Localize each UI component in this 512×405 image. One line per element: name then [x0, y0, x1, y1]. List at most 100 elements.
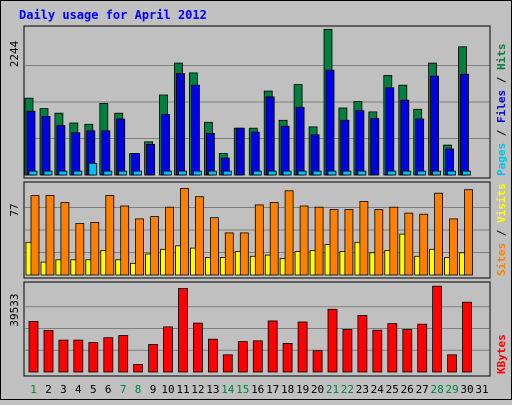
bar-pages-day-25: [387, 170, 397, 176]
bar-kbytes-day-17: [267, 320, 278, 373]
bar-files-day-9: [146, 143, 156, 176]
bar-kbytes-day-3: [58, 339, 69, 373]
bar-sites-day-8: [135, 218, 145, 276]
bar-files-day-15: [235, 127, 245, 176]
legend-bottom: KBytes: [495, 334, 508, 374]
x-tick-label-day-4: 4: [75, 383, 82, 396]
bar-sites-day-13: [209, 217, 219, 276]
panel-middle: [23, 181, 491, 279]
legend-sites: Sites: [495, 243, 508, 276]
bar-sites-day-23: [359, 200, 369, 276]
bar-files-day-30: [460, 73, 469, 176]
bar-kbytes-day-14: [222, 354, 233, 373]
bar-kbytes-day-23: [357, 314, 368, 373]
bar-sites-day-7: [120, 205, 130, 276]
x-tick-label-day-8: 8: [135, 383, 142, 396]
bar-kbytes-day-8: [133, 364, 144, 373]
bar-pages-day-28: [432, 170, 442, 176]
x-tick-label-day-25: 25: [386, 383, 399, 396]
bar-kbytes-day-28: [432, 285, 443, 373]
legend-separator: /: [495, 70, 508, 90]
bar-kbytes-day-2: [43, 329, 54, 373]
bar-kbytes-day-11: [178, 287, 188, 373]
bar-kbytes-day-29: [447, 354, 458, 373]
panel-top: [23, 25, 491, 179]
x-tick-label-day-31: 31: [475, 383, 488, 396]
x-tick-label-day-9: 9: [150, 383, 157, 396]
y-max-label-top: 2244: [8, 40, 21, 67]
x-tick-label-day-19: 19: [296, 383, 309, 396]
bar-sites-day-5: [90, 221, 100, 276]
bar-sites-day-6: [105, 195, 115, 276]
bar-pages-day-11: [178, 170, 187, 176]
bar-sites-day-24: [374, 209, 384, 276]
bar-sites-day-4: [75, 223, 85, 276]
x-tick-label-day-28: 28: [430, 383, 443, 396]
legend-kbytes: KBytes: [495, 334, 508, 374]
bar-sites-day-15: [239, 232, 249, 276]
legend-separator: /: [495, 223, 508, 243]
x-tick-label-day-20: 20: [311, 383, 324, 396]
x-tick-label-day-29: 29: [445, 383, 458, 396]
bar-kbytes-day-1: [28, 320, 39, 373]
bar-kbytes-day-27: [417, 323, 428, 373]
bar-kbytes-day-10: [163, 326, 173, 373]
bar-sites-day-10: [165, 206, 174, 276]
legend-visits: Visits: [495, 183, 508, 223]
x-tick-label-day-21: 21: [326, 383, 339, 396]
bar-kbytes-day-7: [118, 335, 129, 373]
chart-title: Daily usage for April 2012: [19, 8, 207, 22]
bar-files-day-25: [385, 87, 395, 176]
x-tick-label-day-22: 22: [341, 383, 354, 396]
bar-pages-day-29: [447, 170, 457, 176]
x-tick-label-day-13: 13: [206, 383, 219, 396]
x-tick-label-day-23: 23: [356, 383, 369, 396]
bar-kbytes-day-13: [207, 338, 218, 373]
bar-files-day-20: [310, 134, 320, 176]
bar-pages-day-20: [312, 170, 322, 176]
bar-sites-day-3: [60, 202, 70, 276]
bar-sites-day-1: [30, 195, 40, 276]
bar-pages-day-13: [207, 170, 217, 176]
bar-files-day-27: [415, 118, 425, 176]
bar-pages-day-4: [73, 170, 83, 176]
bar-files-day-16: [250, 131, 260, 176]
bar-sites-day-18: [284, 190, 294, 276]
bar-sites-day-11: [180, 188, 189, 276]
bar-kbytes-day-26: [402, 329, 413, 373]
bar-pages-day-8: [133, 170, 143, 176]
bar-pages-day-18: [282, 170, 292, 176]
x-tick-label-day-12: 12: [191, 383, 204, 396]
bar-files-day-10: [161, 114, 170, 176]
bar-pages-day-27: [417, 170, 427, 176]
panel-bottom: [23, 281, 491, 377]
bar-sites-day-20: [314, 206, 324, 276]
bar-files-day-26: [400, 99, 410, 176]
x-tick-label-day-11: 11: [176, 383, 189, 396]
bar-pages-day-1: [28, 170, 38, 176]
bar-sites-day-16: [254, 204, 264, 276]
bar-files-day-19: [295, 106, 305, 176]
bar-kbytes-day-6: [103, 337, 114, 373]
bar-pages-day-30: [462, 170, 471, 176]
x-tick-label-day-26: 26: [401, 383, 414, 396]
bar-pages-day-26: [402, 170, 412, 176]
x-tick-label-day-17: 17: [266, 383, 279, 396]
x-tick-label-day-2: 2: [45, 383, 52, 396]
bar-kbytes-day-5: [88, 342, 99, 373]
bar-files-day-18: [280, 125, 290, 176]
bar-sites-day-25: [389, 206, 399, 276]
legend-files: Files: [495, 90, 508, 123]
bar-kbytes-day-9: [148, 344, 159, 373]
bar-sites-day-21: [329, 209, 339, 276]
y-axis-labels: 2244 77 39533: [8, 40, 21, 326]
x-axis-labels: 1 2 3 4 5 6 7 8 9 10 11 12 13 14 15 16 17 18 19 20 21 22 23 24 2…: [30, 383, 488, 396]
x-tick-label-day-18: 18: [281, 383, 294, 396]
bar-pages-day-16: [252, 170, 262, 176]
bar-kbytes-day-25: [387, 323, 398, 373]
bar-sites-day-30: [464, 189, 473, 276]
y-max-label-middle: 77: [8, 203, 21, 216]
bar-sites-day-28: [434, 192, 444, 276]
bar-pages-day-5: [88, 162, 98, 176]
